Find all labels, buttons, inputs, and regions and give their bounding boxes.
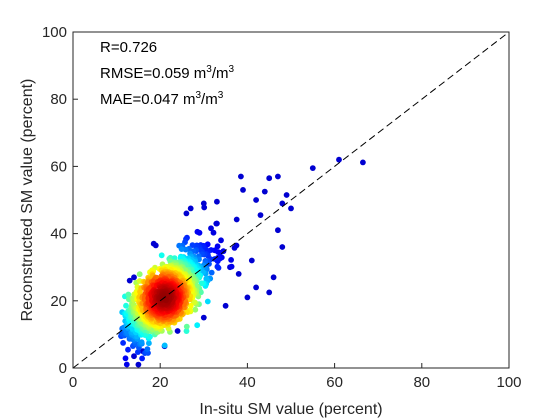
data-point	[244, 294, 251, 301]
y-tick-label: 40	[50, 226, 67, 243]
data-point	[150, 240, 157, 247]
data-point	[123, 361, 130, 368]
data-point	[200, 314, 207, 321]
data-point	[283, 192, 290, 198]
data-point	[275, 173, 281, 180]
data-point	[214, 198, 220, 205]
data-point	[210, 229, 217, 236]
data-point	[135, 361, 142, 368]
data-point	[183, 323, 190, 330]
data-point	[279, 200, 286, 207]
data-point	[233, 216, 240, 223]
data-point	[131, 353, 137, 360]
data-point	[309, 165, 316, 172]
x-tick-label: 40	[239, 374, 256, 391]
data-point	[213, 220, 220, 227]
data-point	[261, 188, 268, 195]
y-tick-label: 60	[50, 158, 67, 175]
y-axis: 0 20 40 60 80 100	[42, 24, 78, 377]
y-tick-label: 80	[50, 91, 67, 108]
data-point	[228, 257, 235, 263]
data-point	[218, 237, 224, 244]
data-point	[122, 355, 129, 362]
data-point	[214, 263, 221, 270]
data-point	[194, 322, 201, 329]
data-point	[208, 269, 215, 276]
plot-frame	[72, 31, 510, 369]
rmse-annotation: RMSE=0.059 m3/m3	[100, 64, 235, 82]
data-point	[228, 263, 235, 270]
data-point	[189, 242, 196, 249]
data-point	[198, 280, 205, 287]
data-point	[174, 328, 181, 334]
y-tick-label: 0	[59, 360, 67, 377]
data-point	[231, 245, 238, 251]
mae-annotation: MAE=0.047 m3/m3	[100, 90, 224, 108]
data-point	[161, 342, 168, 349]
data-point	[208, 225, 214, 232]
data-point	[136, 271, 143, 278]
data-point	[214, 243, 221, 250]
x-axis: 0 20 40 60 80 100	[69, 363, 522, 391]
data-point	[203, 275, 210, 282]
data-point	[336, 156, 342, 163]
data-point	[238, 173, 244, 180]
data-point	[139, 355, 146, 362]
data-point	[360, 159, 366, 166]
data-point	[253, 197, 259, 203]
x-axis-label: In-situ SM value (percent)	[199, 401, 382, 418]
data-point	[126, 277, 133, 284]
x-tick-label: 60	[326, 374, 343, 391]
data-point	[135, 349, 141, 355]
data-point	[187, 205, 194, 212]
data-point	[120, 340, 126, 346]
data-point	[183, 328, 190, 334]
y-axis-label: Reconstructed SM value (percent)	[19, 79, 36, 322]
data-point	[146, 340, 152, 347]
data-point	[240, 187, 246, 193]
data-point	[204, 298, 211, 305]
data-point	[270, 274, 277, 281]
data-point	[131, 274, 137, 281]
data-point	[138, 339, 145, 345]
data-point	[222, 302, 229, 309]
data-point	[279, 244, 286, 250]
y-tick-label: 20	[50, 293, 67, 310]
data-point	[253, 284, 259, 291]
data-point	[178, 246, 185, 253]
data-point	[235, 271, 242, 277]
data-point	[192, 306, 199, 313]
one-to-one-reference-line	[72, 31, 510, 369]
y-tick-label: 100	[42, 24, 67, 41]
data-point	[248, 257, 255, 264]
data-point	[158, 252, 165, 259]
r-value-annotation: R=0.726	[100, 39, 157, 56]
x-tick-label: 80	[413, 374, 430, 391]
data-point	[187, 302, 194, 309]
data-point	[144, 346, 151, 352]
x-tick-label: 20	[152, 374, 169, 391]
data-point	[257, 212, 264, 219]
x-tick-label: 0	[69, 374, 77, 391]
data-point	[125, 346, 131, 353]
data-point	[183, 210, 190, 217]
x-tick-label: 100	[496, 374, 521, 391]
data-point	[123, 302, 129, 309]
data-point	[288, 205, 294, 212]
data-point	[125, 291, 132, 298]
data-point	[266, 175, 273, 182]
data-point	[275, 227, 281, 234]
data-point	[266, 289, 273, 296]
data-point	[201, 204, 208, 211]
data-point	[194, 228, 201, 235]
